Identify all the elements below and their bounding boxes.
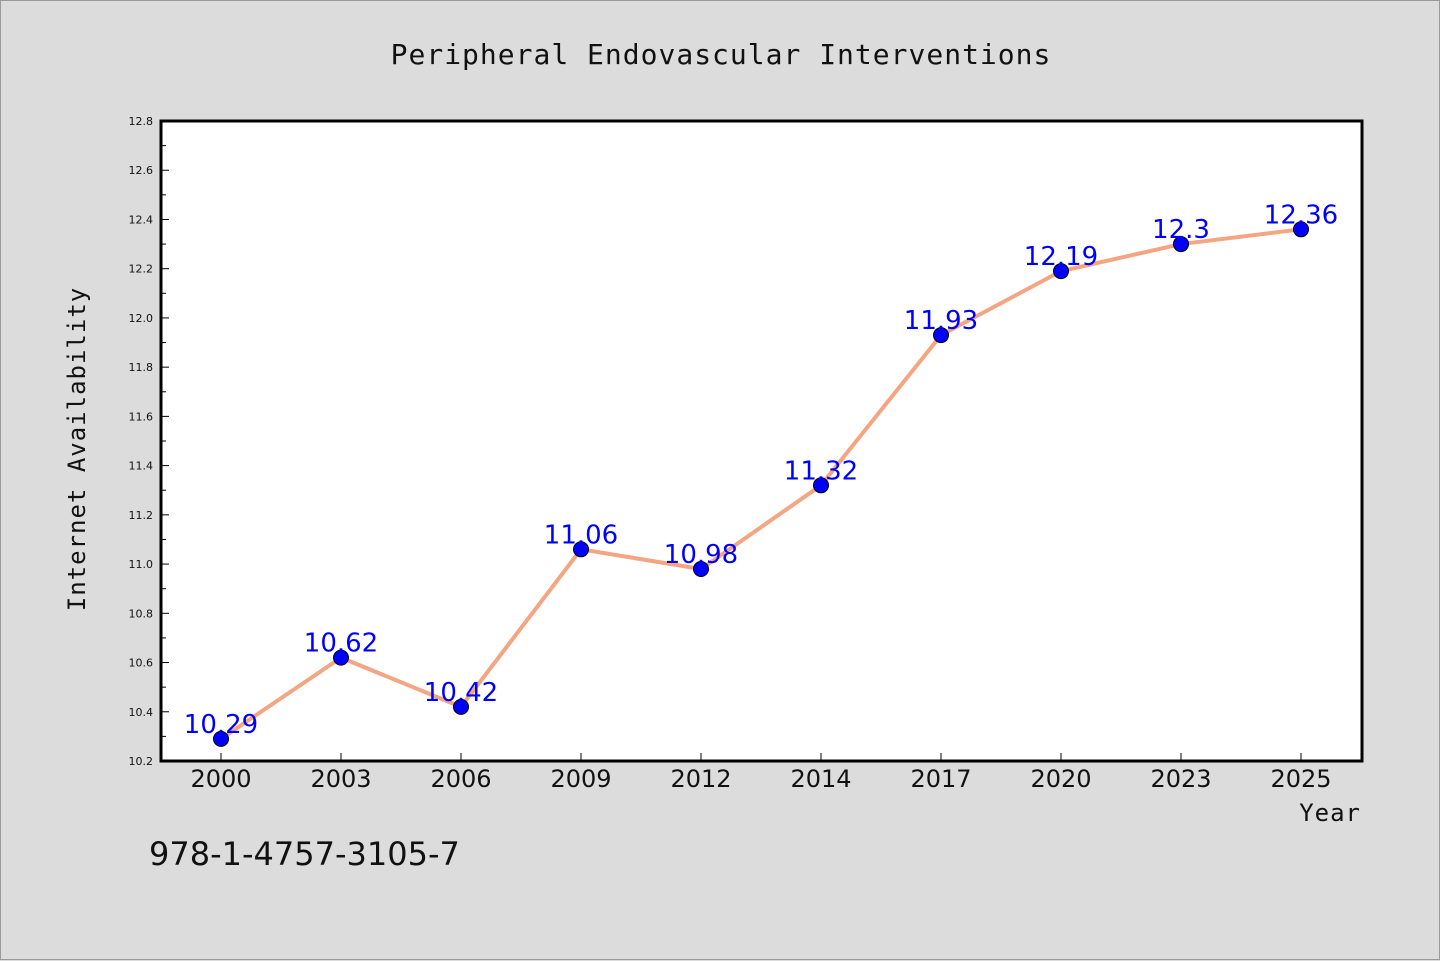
y-tick-label: 11.6 [129, 410, 154, 423]
x-tick-label: 2012 [670, 765, 731, 793]
chart-title: Peripheral Endovascular Interventions [391, 38, 1052, 71]
y-tick-label: 12.0 [129, 312, 154, 325]
y-axis: 10.2 10.4 10.6 10.8 11.0 11.2 11.4 11.6 11.8 12.0… [129, 115, 169, 768]
x-tick-label: 2003 [310, 765, 371, 793]
plot-area [161, 121, 1362, 761]
x-tick-label: 2006 [430, 765, 491, 793]
data-label: 10.42 [424, 678, 498, 708]
y-tick-label: 10.4 [129, 706, 154, 719]
y-tick-label: 11.2 [129, 509, 154, 522]
data-label: 11.93 [904, 306, 978, 336]
x-tick-label: 2025 [1270, 765, 1331, 793]
data-label: 11.32 [784, 456, 858, 486]
x-axis-label: Year [1299, 799, 1361, 827]
data-point [333, 649, 349, 666]
data-label: 10.29 [184, 710, 258, 740]
x-tick-label: 2023 [1150, 765, 1211, 793]
y-tick-label: 12.6 [129, 164, 154, 177]
y-tick-label: 10.2 [129, 755, 154, 768]
data-label: 11.06 [544, 520, 618, 550]
y-tick-label: 12.4 [129, 213, 154, 226]
data-point [813, 477, 829, 494]
x-tick-label: 2000 [190, 765, 251, 793]
data-point [453, 698, 469, 715]
plot-border [159, 119, 1364, 763]
y-tick-label: 12.8 [129, 115, 154, 128]
data-label: 12.36 [1264, 200, 1338, 230]
x-axis: 2000 2003 2006 2009 2012 2014 2017 2020 2023 2025 [190, 753, 1332, 793]
y-tick-label: 10.6 [129, 657, 154, 670]
x-tick-label: 2017 [910, 765, 971, 793]
series-line [219, 227, 1302, 741]
data-label: 12.19 [1024, 242, 1098, 272]
footer-code: 978-1-4757-3105-7 [149, 835, 460, 873]
x-tick-label: 2020 [1030, 765, 1091, 793]
data-label: 12.3 [1152, 215, 1210, 245]
y-axis-label: Internet Availability [63, 287, 91, 611]
data-point [1173, 236, 1189, 253]
x-tick-label: 2014 [790, 765, 851, 793]
data-label: 10.98 [664, 540, 738, 570]
data-point [573, 541, 589, 558]
x-tick-label: 2009 [550, 765, 611, 793]
y-tick-label: 11.8 [129, 361, 154, 374]
y-tick-label: 11.4 [129, 460, 154, 473]
data-point [1293, 221, 1309, 238]
data-point [693, 561, 709, 577]
y-tick-label: 12.2 [129, 263, 154, 276]
data-point [1053, 263, 1069, 280]
data-label: 10.62 [304, 629, 378, 659]
series-group: 10.29 10.62 10.42 11.06 10.98 11.32 11.93 12.19… [184, 200, 1338, 747]
data-point [213, 730, 229, 747]
data-point [933, 327, 949, 344]
y-tick-label: 11.0 [129, 558, 154, 571]
y-tick-label: 10.8 [129, 607, 154, 620]
